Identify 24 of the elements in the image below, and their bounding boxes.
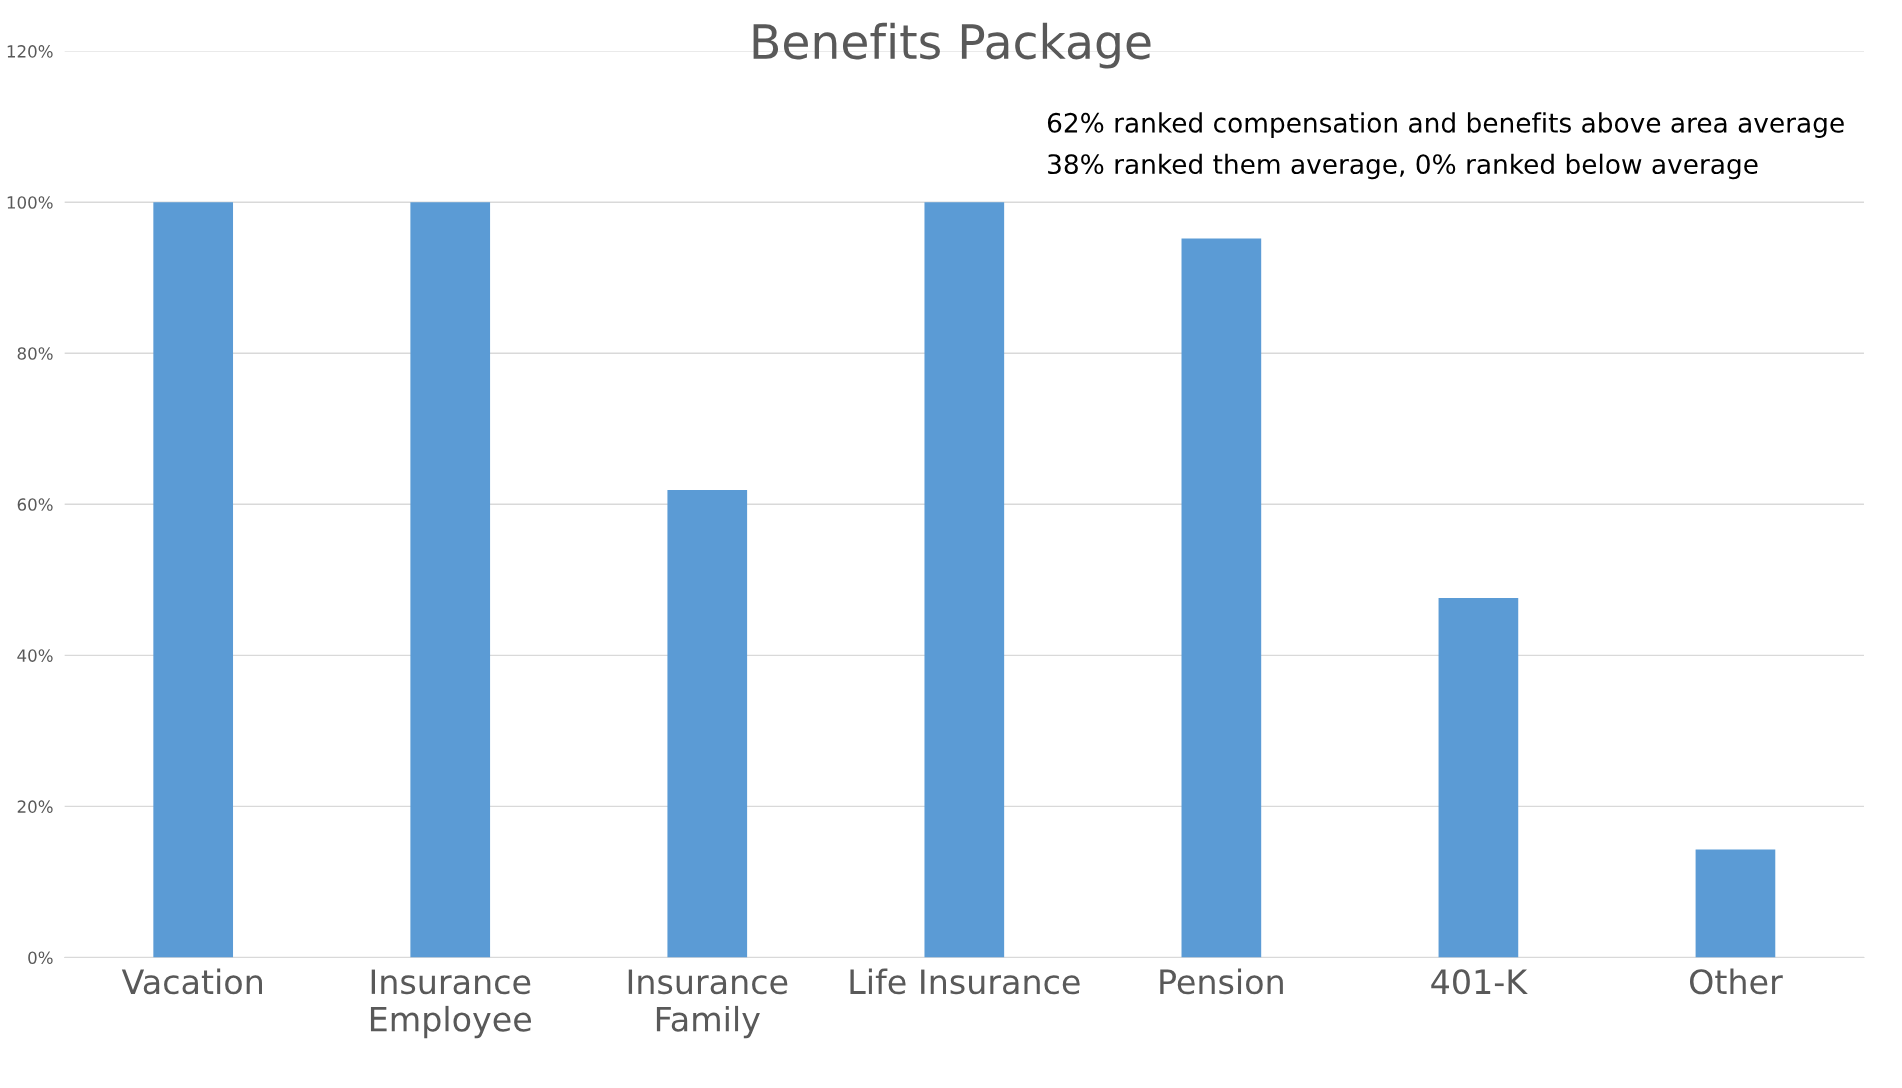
y-tick-label: 100%: [7, 196, 53, 209]
bar: [153, 202, 234, 958]
y-tick-label: 120%: [7, 45, 53, 58]
bar: [667, 489, 748, 958]
x-tick-label: Vacation: [121, 968, 262, 995]
y-tick-label: 20%: [17, 800, 53, 813]
x-tick-label: Insurance Employee: [370, 969, 531, 1039]
x-tick-label: Other: [1689, 968, 1783, 995]
y-tick-label: 0%: [28, 951, 53, 965]
bar: [410, 202, 491, 958]
annotation: 62% ranked compensation and benefits above area average: [1047, 112, 1844, 138]
y-tick-label: 60%: [17, 498, 53, 511]
y-tick-label: 40%: [17, 649, 53, 662]
y-tick-label: 80%: [17, 347, 53, 360]
x-tick-label: 401-K: [1431, 969, 1528, 995]
annotation: 38% ranked them average, 0% ranked below average: [1048, 153, 1758, 180]
chart-title: Benefits Package: [753, 22, 1151, 69]
bar: [1695, 849, 1776, 958]
x-tick-label: Pension: [1160, 968, 1283, 995]
bar: [1181, 238, 1262, 958]
bar: [1438, 597, 1519, 958]
bar: [924, 202, 1005, 958]
x-tick-label: Life Insurance: [850, 968, 1080, 995]
x-tick-label: Insurance Family: [628, 969, 788, 1039]
